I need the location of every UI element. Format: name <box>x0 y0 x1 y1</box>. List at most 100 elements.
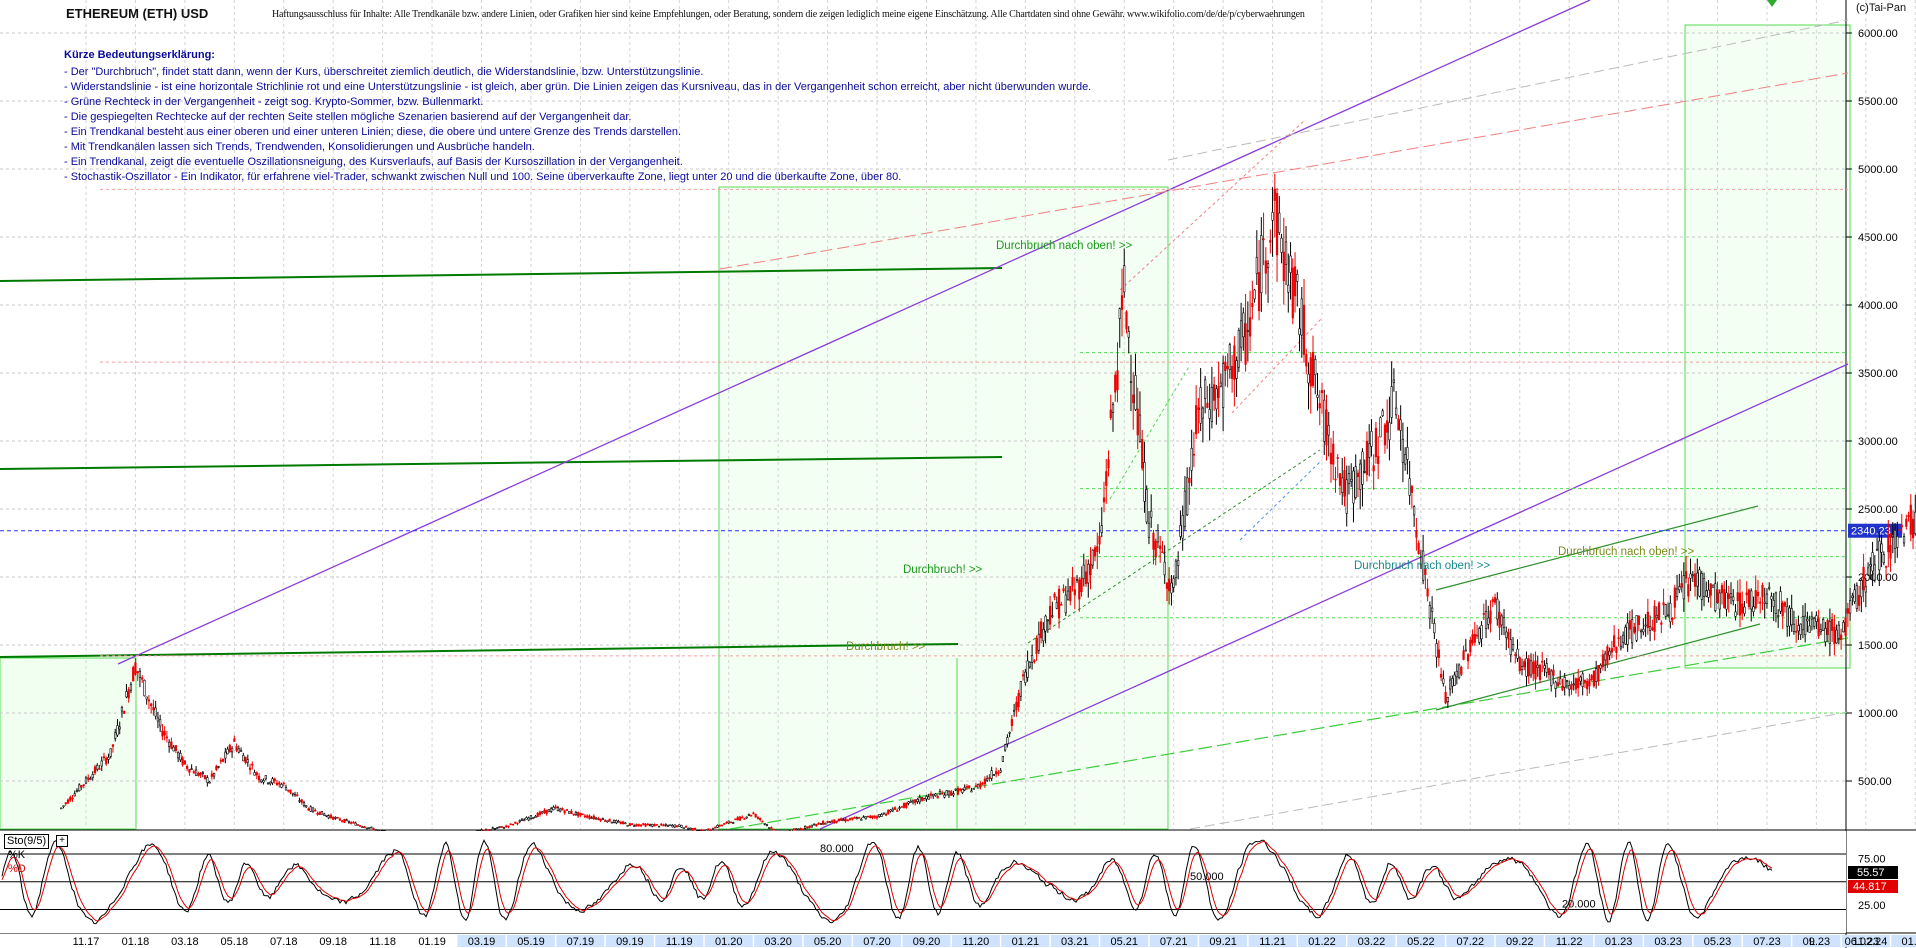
candle-body <box>941 793 944 795</box>
candle-body <box>986 778 989 781</box>
x-tick-highlight <box>754 935 803 947</box>
candle-body <box>163 731 166 736</box>
candle-body <box>754 813 757 818</box>
candle-body <box>302 802 306 807</box>
candle-body <box>1860 580 1863 598</box>
candle-body <box>1426 588 1429 597</box>
candle-body <box>75 790 79 792</box>
candle-body <box>1884 566 1888 568</box>
candle-body <box>1253 289 1256 300</box>
candle-body <box>1251 302 1254 308</box>
candle-body <box>1853 589 1856 602</box>
x-tick-label: 07.18 <box>270 936 298 948</box>
candle-body <box>1759 601 1762 604</box>
candle-body <box>1024 671 1027 684</box>
candle-body <box>1601 654 1605 668</box>
breakout-label: Durchbruch nach oben! >> <box>1354 560 1491 572</box>
candle-body <box>597 818 600 821</box>
candle-body <box>1810 616 1814 620</box>
candle-body <box>891 808 894 812</box>
plus-icon[interactable]: + <box>56 835 68 847</box>
candle-body <box>289 789 292 793</box>
candle-body <box>1507 631 1510 640</box>
projection-line <box>1189 711 1849 830</box>
candle-body <box>1682 575 1685 600</box>
candle-body <box>329 814 333 818</box>
candle-body <box>1675 588 1679 597</box>
candle-body <box>835 821 838 823</box>
x-tick-highlight <box>1248 935 1297 947</box>
candle-body <box>559 808 562 812</box>
candle-body <box>1181 515 1184 539</box>
candle-body <box>1442 678 1445 684</box>
y-tick-label: 500.00 <box>1858 776 1892 788</box>
candle-body <box>972 788 975 790</box>
y-tick-label: 5000.00 <box>1858 164 1898 176</box>
candle-body <box>177 752 180 759</box>
candle-body <box>1478 628 1481 643</box>
candle-body <box>105 757 108 765</box>
candle-body <box>880 814 883 817</box>
x-tick-label: 03.19 <box>468 936 496 948</box>
candle-body <box>1655 614 1658 619</box>
candle-body <box>806 826 809 829</box>
x-tick-highlight <box>655 935 704 947</box>
candle-body <box>905 802 908 808</box>
candle-body <box>772 828 775 831</box>
candle-body <box>1520 665 1524 670</box>
candle-body <box>514 821 517 824</box>
trend-channel-line <box>117 0 1591 665</box>
x-tick-label: 05.19 <box>517 936 545 948</box>
candle-body <box>920 797 924 801</box>
oscillator-name[interactable]: Sto(9/5) <box>4 834 50 849</box>
candle-body <box>1296 273 1299 282</box>
candle-body <box>1781 602 1784 617</box>
candle-body <box>945 790 948 796</box>
candle-body <box>1311 352 1315 386</box>
candle-body <box>1819 628 1822 633</box>
candle-body <box>1523 661 1526 668</box>
candle-body <box>251 763 254 766</box>
candle-body <box>186 766 189 769</box>
notes-line: - Mit Trendkanälen lassen sich Trends, T… <box>64 141 535 153</box>
candle-body <box>487 829 490 831</box>
x-tick-label: 05.22 <box>1407 936 1435 948</box>
breakout-label: Durchbruch! >> <box>846 641 926 653</box>
candle-body <box>87 777 90 780</box>
candle-body <box>1619 645 1622 649</box>
candle-body <box>1370 431 1373 447</box>
candle-body <box>1109 409 1112 419</box>
candle-body <box>1857 594 1861 606</box>
candle-body <box>851 817 854 820</box>
candle-body <box>1509 639 1512 656</box>
candle-body <box>1152 532 1155 550</box>
candle-body <box>1568 685 1571 690</box>
x-extra-label: L <box>1809 936 1815 948</box>
candle-body <box>228 744 231 752</box>
x-tick-highlight <box>1149 935 1198 947</box>
candle-body <box>1017 693 1020 708</box>
candle-body <box>752 812 755 815</box>
candle-body <box>613 820 616 823</box>
candle-body <box>1640 630 1643 633</box>
candle-body <box>350 822 353 824</box>
candle-body <box>1491 599 1494 602</box>
stochastic-k-line <box>1 839 1773 925</box>
candle-body <box>1235 360 1238 379</box>
oscillator-k-label: %K <box>8 849 26 861</box>
candle-body <box>1239 320 1243 348</box>
candle-body <box>1165 582 1169 589</box>
candle-body <box>1550 670 1553 686</box>
candle-body <box>1278 212 1281 233</box>
candle-body <box>588 815 591 819</box>
candle-body <box>123 710 126 714</box>
candle-body <box>260 779 263 783</box>
candle-body <box>1082 564 1085 579</box>
candle-body <box>1035 637 1038 654</box>
candle-body <box>1415 530 1418 538</box>
candle-body <box>361 826 364 828</box>
candle-body <box>918 797 921 803</box>
candle-body <box>1599 664 1602 669</box>
candle-body <box>990 770 993 779</box>
candle-body <box>62 805 65 807</box>
